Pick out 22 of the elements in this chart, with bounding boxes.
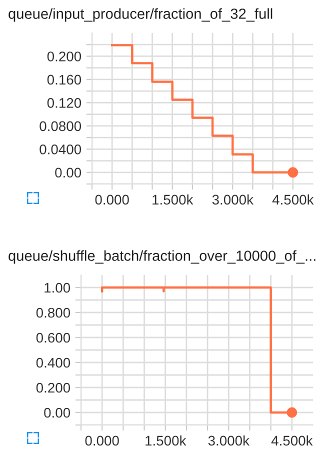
x-tick-label: 0.000 [95,194,129,205]
x-tick-label: 3.000k [212,194,254,205]
y-tick-label: 0.800 [36,308,70,318]
y-tick-label: 1.00 [44,282,70,293]
y-tick-label: 0.0400 [40,144,82,154]
x-tick-label: 0.000 [85,436,119,446]
y-tick-label: 0.160 [47,74,82,85]
x-tick-label: 1.500k [146,435,186,446]
y-tick-label: 0.00 [44,408,70,418]
y-tick-label: 0.00 [55,168,82,178]
y-tick-label: 0.200 [47,52,82,62]
x-tick-label: 1.500k [152,194,194,205]
x-tick-label: 4.500k [272,194,314,205]
y-tick-label: 0.120 [47,98,82,108]
y-tick-label: 0.200 [36,382,70,393]
x-tick-label: 4.500k [271,435,313,446]
y-tick-label: 0.0800 [40,121,82,132]
x-tick-label: 3.000k [208,435,250,446]
chart-title: queue/input_producer/fraction_of_32_full [8,8,272,22]
y-tick-label: 0.400 [36,358,70,368]
y-tick-label: 0.600 [36,332,70,343]
chart-title: queue/shuffle_batch/fraction_over_10000_of_... [8,250,316,264]
